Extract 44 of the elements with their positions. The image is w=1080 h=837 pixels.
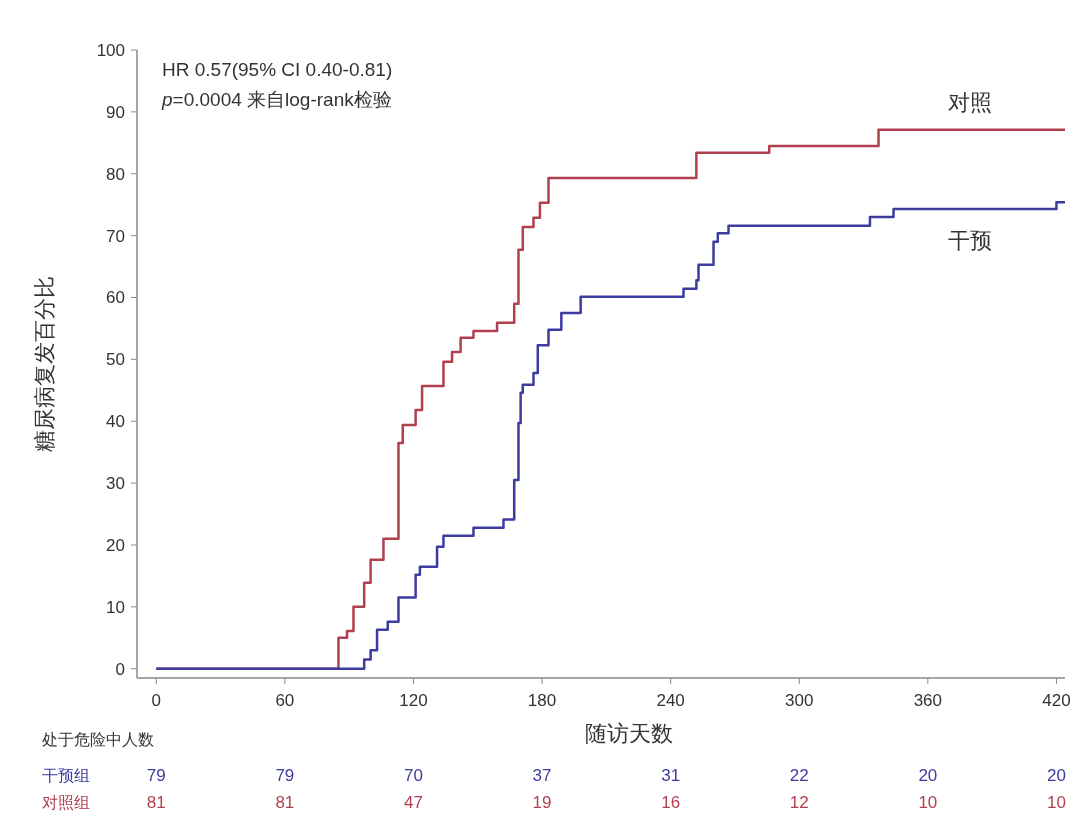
x-tick-label: 360 — [913, 691, 943, 710]
x-tick-label: 420 — [1042, 691, 1071, 710]
text: 对照组 — [42, 794, 90, 811]
y-tick-label: 80 — [106, 164, 125, 184]
y-tick-label: 40 — [106, 412, 125, 432]
text: 81 — [146, 793, 166, 812]
y-tick-label: 50 — [106, 350, 125, 370]
y-tick-label: 60 — [106, 288, 125, 308]
text: 12 — [789, 793, 809, 812]
text: 31 — [661, 766, 681, 785]
annotation: p=0.0004 来自log-rank检验 — [161, 89, 392, 110]
annotation: HR 0.57(95% CI 0.40-0.81) — [162, 59, 393, 80]
y-tick-label: 90 — [106, 102, 125, 122]
x-tick-label: 60 — [275, 691, 295, 710]
text: 79 — [146, 766, 166, 785]
text: 47 — [404, 793, 423, 812]
text: 70 — [404, 766, 423, 785]
text: 20 — [1046, 766, 1066, 785]
text: 81 — [275, 793, 295, 812]
text: 20 — [918, 766, 938, 785]
x-tick-label: 240 — [656, 691, 685, 710]
text: 10 — [1046, 793, 1066, 812]
y-axis-title: 糖尿病复发百分比 — [32, 276, 57, 452]
series-label: 干预 — [948, 228, 992, 254]
y-tick-label: 20 — [106, 535, 125, 555]
x-tick-label: 120 — [399, 691, 428, 710]
text: 22 — [789, 766, 809, 785]
text: 处于危险中人数 — [42, 731, 154, 748]
text: 19 — [532, 793, 552, 812]
x-tick-label: 0 — [151, 691, 162, 710]
x-tick-label: 180 — [527, 691, 557, 710]
x-axis-title: 随访天数 — [585, 721, 673, 746]
y-tick-label: 0 — [115, 659, 125, 679]
text: 10 — [918, 793, 938, 812]
text: 16 — [661, 793, 681, 812]
text: 79 — [275, 766, 295, 785]
y-tick-label: 10 — [106, 597, 125, 617]
y-tick-label: 100 — [96, 41, 125, 60]
text: 干预组 — [42, 767, 90, 784]
text: 37 — [532, 766, 552, 785]
x-tick-label: 300 — [785, 691, 814, 710]
series-label: 对照 — [948, 89, 992, 115]
y-tick-label: 30 — [106, 474, 125, 494]
y-tick-label: 70 — [106, 226, 125, 246]
